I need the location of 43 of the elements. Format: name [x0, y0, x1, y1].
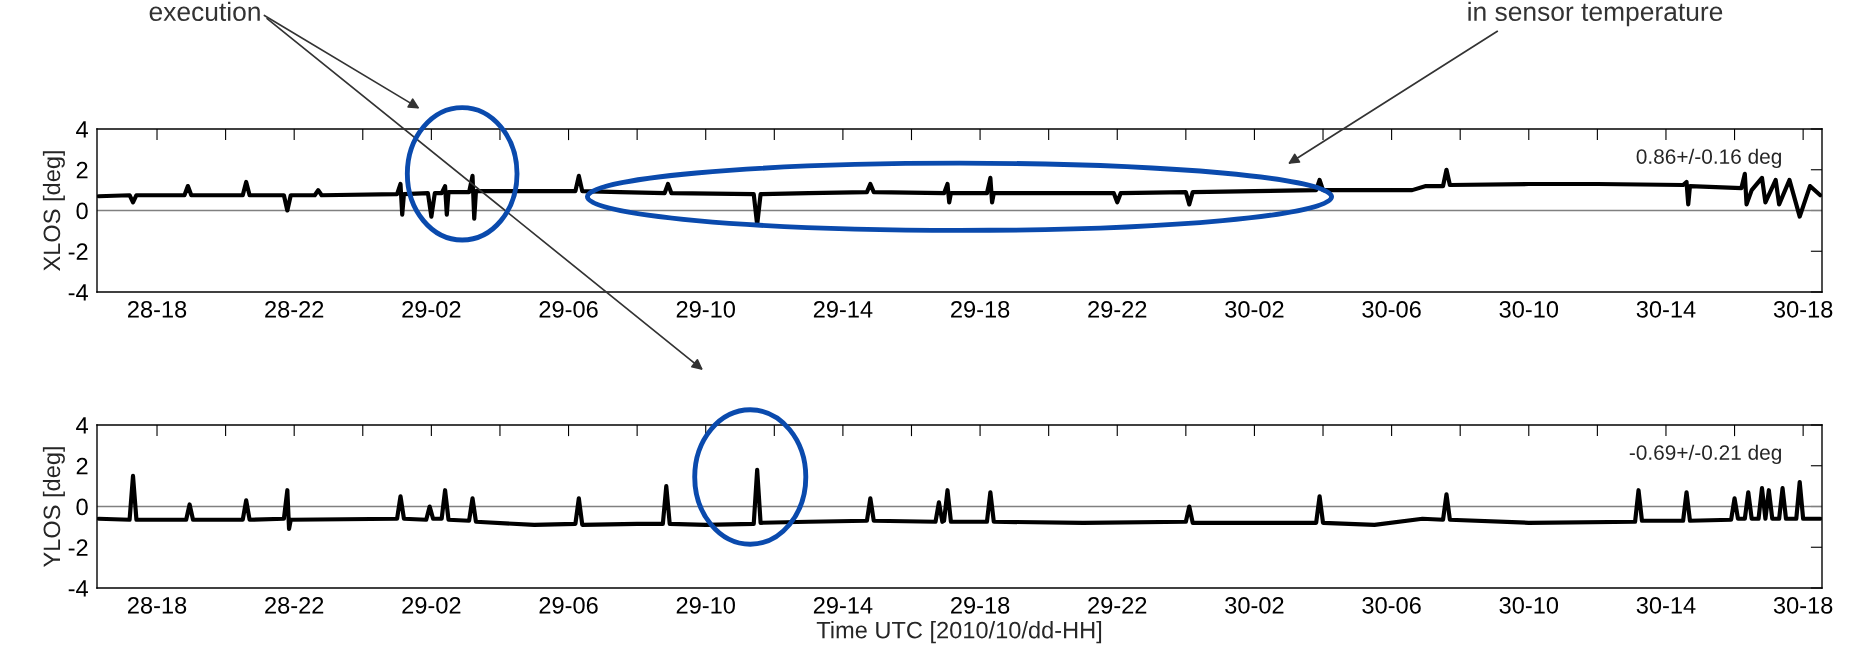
y-tick-label: 0: [76, 202, 88, 220]
y-tick-label: -4: [68, 580, 88, 597]
y-tick-label: -4: [68, 284, 88, 301]
x-tick-label: 28-18: [128, 300, 187, 318]
x-tick-label: 29-02: [402, 596, 461, 614]
x-tick-label: 30-18: [1773, 300, 1833, 318]
x-tick-label: 30-06: [1362, 596, 1421, 614]
x-tick-label: 29-22: [1088, 596, 1147, 614]
x-tick-label: 30-14: [1636, 300, 1696, 318]
x-tick-label: 28-18: [128, 596, 187, 614]
annotation: 0.86+/-0.16 deg: [1636, 148, 1781, 169]
x-tick-label: 28-22: [265, 596, 324, 614]
y-tick-label: 2: [76, 457, 88, 475]
annotation: -0.69+/-0.21 deg: [1629, 444, 1781, 465]
x-tick-label: 30-10: [1499, 596, 1559, 614]
x-axis-title: Time UTC [2010/10/dd-HH]: [816, 621, 1102, 644]
x-tick-label: 29-10: [676, 300, 735, 318]
y-tick-label: 2: [76, 161, 88, 179]
x-tick-label: 30-10: [1499, 300, 1559, 318]
x-tick-label: 30-02: [1225, 300, 1284, 318]
x-tick-label: 30-02: [1225, 596, 1284, 614]
x-tick-label: 29-06: [539, 300, 598, 318]
x-tick-label: 30-18: [1773, 596, 1833, 614]
y-tick-label: 4: [76, 121, 88, 138]
x-tick-label: 28-22: [265, 300, 324, 318]
x-tick-label: 29-14: [813, 596, 873, 614]
text: execution: [149, 1, 260, 22]
y-tick-label: 4: [76, 417, 88, 434]
x-tick-label: 29-22: [1088, 300, 1147, 318]
x-tick-label: 29-06: [539, 596, 598, 614]
x-tick-label: 29-18: [951, 300, 1010, 318]
y-tick-label: -2: [68, 243, 88, 260]
y-tick-label: 0: [76, 498, 88, 516]
x-tick-label: 29-02: [402, 300, 461, 318]
x-tick-label: 29-18: [951, 596, 1010, 614]
y-tick-label: -2: [68, 539, 88, 556]
text: in sensor temperature: [1468, 1, 1723, 27]
y-axis-title: XLOS [deg]: [42, 151, 65, 271]
x-tick-label: 30-06: [1362, 300, 1421, 318]
y-axis-title: YLOS [deg]: [42, 447, 65, 568]
x-tick-label: 30-14: [1636, 596, 1696, 614]
x-tick-label: 29-14: [813, 300, 873, 318]
x-tick-label: 29-10: [676, 596, 735, 614]
